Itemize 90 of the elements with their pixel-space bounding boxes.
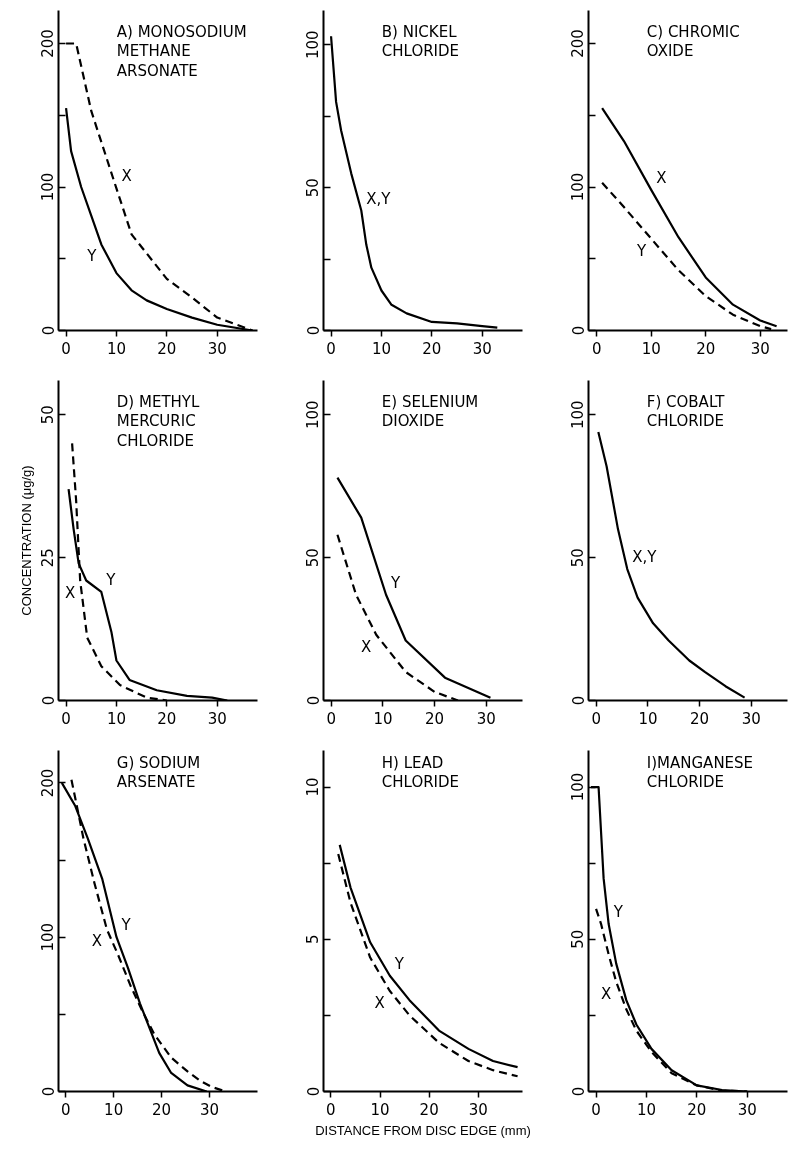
- x-tick-label: 10: [641, 339, 661, 358]
- y-tick-label: 100: [304, 400, 323, 430]
- y-tick-label: 100: [304, 30, 323, 60]
- series-label: X: [360, 637, 372, 656]
- y-tick-label: 0: [569, 695, 588, 706]
- y-tick-label: 0: [39, 695, 58, 706]
- x-tick-label: 20: [152, 1100, 172, 1119]
- y-tick-label: 10: [304, 777, 323, 797]
- x-tick-label: 0: [326, 339, 336, 358]
- series-label: X,Y: [366, 189, 392, 208]
- x-tick-label: 30: [200, 1100, 220, 1119]
- x-axis-title: DISTANCE FROM DISC EDGE (mm): [315, 1122, 531, 1138]
- text: F) COBALT CHLORIDE: [646, 392, 726, 431]
- y-tick-label: 0: [304, 1086, 323, 1097]
- series-label: X: [600, 984, 612, 1003]
- x-tick-label: 0: [591, 709, 602, 728]
- x-tick-label: 10: [373, 709, 393, 728]
- series-label: X: [91, 932, 102, 951]
- x-tick-label: 20: [157, 709, 177, 728]
- series-label: Y: [390, 573, 402, 592]
- x-tick-label: 20: [422, 339, 442, 358]
- series-label: Y: [105, 570, 117, 589]
- text: A) MONOSODIUM METHANE ARSONATE: [116, 22, 247, 81]
- y-tick-label: 50: [39, 405, 58, 425]
- y-tick-label: 0: [304, 695, 323, 706]
- x-tick-label: 0: [60, 1100, 71, 1119]
- x-tick-label: 30: [741, 709, 761, 728]
- text: E) SELENIUM DIOXIDE: [381, 392, 479, 431]
- series-label: X: [656, 168, 667, 187]
- x-tick-label: 30: [750, 339, 770, 358]
- x-tick-label: 0: [591, 1100, 601, 1119]
- x-tick-label: 10: [638, 709, 658, 728]
- y-tick-label: 0: [39, 1086, 58, 1097]
- series-label: X,Y: [632, 548, 658, 567]
- y-tick-label: 0: [39, 325, 58, 336]
- y-tick-label: 100: [39, 922, 58, 952]
- text: I)MANGANESE CHLORIDE: [646, 753, 754, 792]
- x-tick-label: 10: [106, 339, 126, 358]
- series-label: Y: [393, 954, 405, 973]
- x-tick-label: 20: [696, 339, 716, 358]
- text: H) LEAD CHLORIDE: [381, 753, 460, 792]
- x-tick-label: 30: [207, 339, 227, 358]
- x-tick-label: 10: [636, 1100, 656, 1119]
- text: C) CHROMIC OXIDE: [646, 22, 740, 61]
- y-tick-label: 100: [569, 400, 588, 430]
- x-tick-label: 10: [106, 709, 126, 728]
- series-label: Y: [636, 241, 648, 260]
- x-tick-label: 30: [737, 1100, 757, 1119]
- x-tick-label: 0: [326, 709, 337, 728]
- y-tick-label: 25: [39, 548, 58, 568]
- x-tick-label: 20: [690, 709, 710, 728]
- series-label: Y: [86, 247, 98, 266]
- text: D) METHYL MERCURIC CHLORIDE: [116, 392, 200, 451]
- y-tick-label: 200: [39, 29, 58, 58]
- y-tick-label: 200: [39, 768, 58, 798]
- y-tick-label: 50: [304, 178, 323, 198]
- y-tick-label: 100: [569, 172, 588, 202]
- x-tick-label: 30: [472, 339, 492, 358]
- text: G) SODIUM ARSENATE: [116, 753, 201, 792]
- x-tick-label: 30: [207, 709, 227, 728]
- series-label: X: [64, 583, 76, 602]
- x-tick-label: 30: [476, 709, 496, 728]
- y-tick-label: 50: [569, 548, 588, 568]
- y-tick-label: 100: [569, 772, 588, 802]
- y-tick-label: 100: [39, 172, 58, 202]
- series-label: Y: [120, 916, 132, 935]
- y-axis-title: CONCENTRATION (μg/g): [18, 465, 34, 616]
- x-tick-label: 0: [61, 709, 71, 728]
- x-tick-label: 20: [687, 1100, 707, 1119]
- x-tick-label: 0: [591, 339, 602, 358]
- text: B) NICKEL CHLORIDE: [381, 22, 460, 61]
- y-tick-label: 5: [304, 934, 323, 945]
- series-label: X: [121, 167, 132, 186]
- y-tick-label: 50: [569, 929, 588, 949]
- y-tick-label: 0: [569, 1086, 588, 1097]
- x-tick-label: 10: [371, 339, 391, 358]
- x-tick-label: 30: [468, 1100, 488, 1119]
- y-tick-label: 0: [304, 325, 323, 336]
- x-tick-label: 0: [61, 339, 71, 358]
- y-tick-label: 200: [569, 29, 588, 58]
- x-tick-label: 10: [104, 1100, 124, 1119]
- series-label: X: [374, 994, 385, 1013]
- x-tick-label: 20: [157, 339, 177, 358]
- x-tick-label: 20: [419, 1100, 439, 1119]
- series-label: Y: [612, 903, 624, 922]
- y-tick-label: 0: [569, 325, 588, 336]
- x-tick-label: 20: [425, 709, 445, 728]
- y-tick-label: 50: [304, 548, 323, 568]
- x-tick-label: 10: [370, 1100, 390, 1119]
- x-tick-label: 0: [326, 1100, 336, 1119]
